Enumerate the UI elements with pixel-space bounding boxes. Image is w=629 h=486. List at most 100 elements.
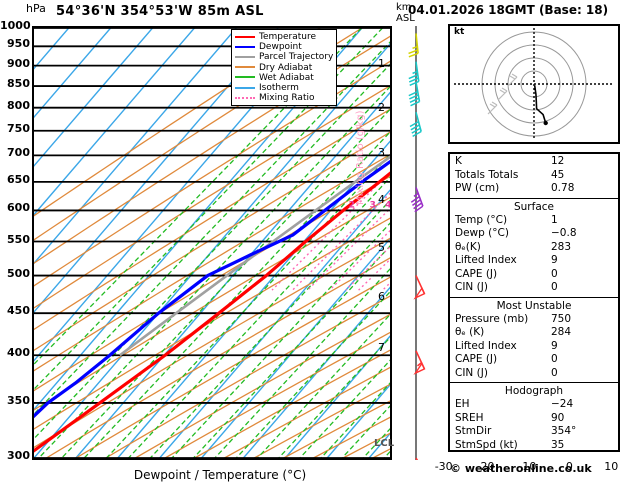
altitude-tick-5km: 5 (378, 241, 385, 255)
indices-key: CIN (J) (455, 281, 488, 293)
legend-label: Mixing Ratio (259, 93, 315, 104)
indices-value: 0 (551, 281, 558, 293)
pressure-unit-label: hPa (26, 2, 46, 15)
legend-swatch (235, 42, 259, 52)
hodograph-endpoint (543, 120, 548, 126)
indices-key: θₑ(K) (455, 240, 481, 253)
skewt-diagram[interactable]: 2346810152025 (32, 26, 392, 460)
wind-barb-column (394, 26, 438, 483)
indices-value: 45 (551, 168, 565, 181)
pressure-tick-350: 350 (7, 393, 30, 407)
legend-swatch (235, 32, 259, 42)
indices-panel: K 12 Totals Totals 45 PW (cm) 0.78 Surface Temp… (448, 152, 620, 452)
wind-barb (408, 81, 421, 107)
indices-section: Most Unstable Pressure (mb) 750 θₑ (K) 284 Li… (450, 298, 618, 383)
legend-swatch (235, 93, 259, 103)
indices-value: 0.78 (551, 182, 575, 194)
hodograph-unit-label: kt (454, 27, 465, 37)
indices-section: Hodograph EH −24 SREH 90 StmDir 354° StmSpd (kt… (450, 383, 618, 454)
indices-section-heading: Most Unstable (496, 299, 572, 312)
hodograph-canvas (454, 28, 614, 140)
indices-row: EH −24 (450, 398, 618, 412)
pressure-tick-850: 850 (7, 77, 30, 91)
indices-value: 750 (551, 312, 572, 325)
pressure-tick-300: 300 (7, 449, 30, 462)
legend-item: Parcel Trajectory (235, 52, 333, 62)
indices-key: K (455, 155, 462, 167)
wind-barb (414, 457, 427, 483)
wind-barb (409, 111, 422, 138)
altitude-tick-7km: 7 (378, 340, 385, 354)
pressure-tick-900: 900 (7, 56, 30, 70)
indices-value: 9 (551, 339, 558, 352)
indices-key: EH (455, 398, 470, 410)
indices-row: SREH 90 (450, 412, 618, 426)
indices-value: 0 (551, 353, 558, 365)
wind-barb (413, 350, 426, 375)
wind-barb (413, 275, 426, 300)
indices-value: 9 (551, 254, 558, 266)
indices-value: 283 (551, 240, 572, 253)
legend-swatch (235, 52, 259, 62)
pressure-tick-750: 750 (7, 121, 30, 135)
indices-row: θₑ(K) 283 (450, 241, 618, 255)
altitude-tick-6km: 6 (378, 290, 385, 304)
legend-item: Isotherm (235, 83, 333, 93)
indices-value: 1 (551, 213, 558, 226)
date-title: 04.01.2026 18GMT (Base: 18) (408, 3, 609, 17)
indices-key: Totals Totals (455, 168, 519, 181)
legend-swatch (235, 83, 259, 93)
indices-key: Dewp (°C) (455, 227, 509, 239)
pressure-tick-950: 950 (7, 37, 30, 51)
altitude-tick-2km: 2 (378, 100, 385, 114)
temp-tick-0: 0 (565, 460, 573, 473)
indices-value: 0 (551, 267, 558, 280)
hodograph-panel[interactable]: kt (448, 24, 620, 144)
indices-row: StmSpd (kt) 35 (450, 439, 618, 453)
indices-key: CIN (J) (455, 366, 488, 379)
copyright-notice: © weatheronline.co.uk (450, 462, 592, 475)
altitude-unit-label: km (396, 2, 412, 13)
indices-row: θₑ (K) 284 (450, 326, 618, 340)
temp-tick--20: -20 (476, 460, 495, 473)
lcl-marker-label: LCL (374, 438, 395, 449)
pressure-tick-800: 800 (7, 98, 30, 112)
temp-tick--10: -10 (518, 460, 537, 473)
indices-section: K 12 Totals Totals 45 PW (cm) 0.78 (450, 154, 618, 199)
hodograph-trace (533, 85, 547, 124)
pressure-tick-550: 550 (7, 232, 30, 246)
indices-row: Totals Totals 45 (450, 169, 618, 183)
indices-value: 12 (551, 155, 565, 167)
indices-row: CIN (J) 0 (450, 281, 618, 295)
altitude-ref-label: ASL (396, 13, 415, 24)
indices-row: K 12 (450, 155, 618, 169)
indices-key: CAPE (J) (455, 267, 498, 280)
indices-row: Lifted Index 9 (450, 340, 618, 354)
legend-item: Wet Adiabat (235, 73, 333, 83)
indices-value: 0 (551, 366, 558, 379)
indices-row: Temp (°C) 1 (450, 214, 618, 228)
indices-key: SREH (455, 411, 484, 424)
indices-value: 354° (551, 425, 577, 437)
wind-barb-canvas (408, 26, 427, 483)
altitude-tick-1km: 1 (378, 56, 385, 70)
indices-key: θₑ (K) (455, 326, 485, 338)
indices-key: StmSpd (kt) (455, 438, 518, 451)
pressure-tick-450: 450 (7, 304, 30, 318)
legend-item: Temperature (235, 32, 333, 42)
indices-row: Dewp (°C) −0.8 (450, 227, 618, 241)
wind-barb (408, 33, 419, 58)
indices-row: CIN (J) 0 (450, 367, 618, 381)
pressure-tick-700: 700 (7, 146, 30, 160)
legend-item: Dry Adiabat (235, 63, 333, 73)
legend-label: Temperature (259, 32, 317, 42)
legend-label: Isotherm (259, 83, 299, 94)
svg-text:4: 4 (385, 200, 390, 210)
mixing-ratio-labels: 2346810152025 (349, 200, 390, 210)
altitude-tick-3km: 3 (378, 146, 385, 160)
indices-row: PW (cm) 0.78 (450, 182, 618, 196)
dewpoint-line (34, 159, 390, 419)
temp-tick--30: -30 (434, 460, 453, 473)
indices-section-heading: Hodograph (504, 385, 564, 397)
legend-swatch (235, 73, 259, 83)
